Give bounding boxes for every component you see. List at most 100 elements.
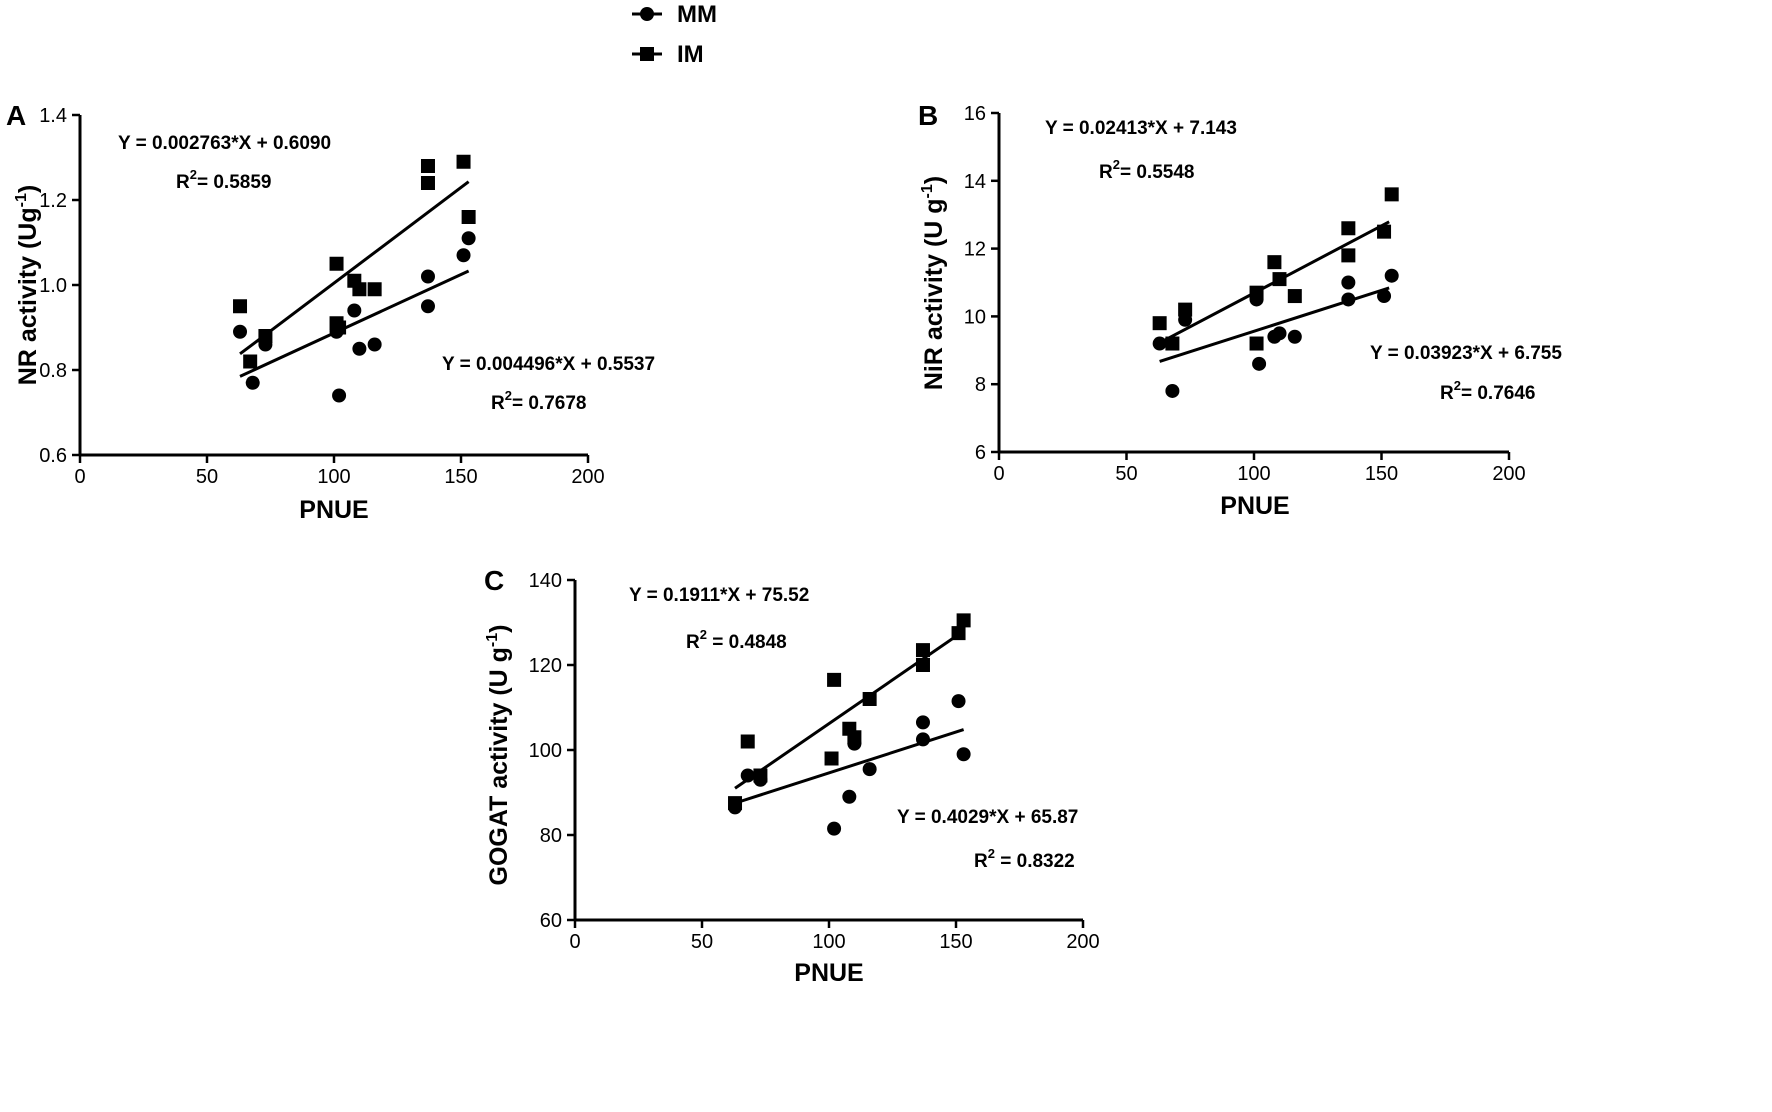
panel-a-mm-fit-line: [239, 269, 470, 378]
panel-b-im-r2: R2= 0.5548: [1099, 157, 1194, 183]
panel-b-im-point: [1287, 289, 1302, 304]
panel-a-ylabel-main: NR activity (Ug: [14, 207, 42, 385]
panel-a-im-equation: Y = 0.002763*X + 0.6090: [118, 133, 331, 154]
panel-b-im-point: [1272, 272, 1287, 287]
panel-b-im-point: [1267, 255, 1282, 270]
panel-b-y-tick-label: 10: [964, 306, 986, 328]
panel-c-ylabel: GOGAT activity (U g-1): [484, 624, 513, 885]
panel-b-mm-point: [1249, 292, 1264, 307]
legend-im-marker: [640, 47, 654, 61]
panel-a-y-tick-label: 0.8: [39, 360, 67, 382]
panel-c-y-tick-label: 100: [529, 740, 562, 762]
panel-b-marks: [1152, 187, 1399, 398]
panel-c-im-point: [824, 751, 839, 766]
panel-b-im-point: [1178, 302, 1193, 317]
panel-b-mm-point: [1152, 336, 1167, 351]
panel-b-y-tick-label: 6: [975, 442, 986, 464]
panel-b-mm-point: [1377, 289, 1392, 304]
panel-c-mm-r2: R2 = 0.8322: [974, 846, 1075, 872]
panel-b-ylabel: NiR activity (U g-1): [919, 176, 948, 390]
legend-mm-label: MM: [677, 1, 717, 28]
panel-a-mm-point: [420, 299, 435, 314]
panel-b-y-tick-label: 8: [975, 374, 986, 396]
panel-a-mm-point: [347, 303, 362, 318]
panel-b-mm-point: [1178, 312, 1193, 327]
panel-c-mm-point: [740, 768, 755, 783]
panel-a-mm-equation: Y = 0.004496*X + 0.5537: [442, 354, 655, 375]
panel-b-mm-point: [1252, 356, 1267, 371]
panel-b-im-point: [1165, 336, 1180, 351]
panel-c-ylabel-close: ): [485, 624, 513, 632]
panel-a-x-tick-label: 200: [571, 466, 604, 488]
panel-a-mm-point: [352, 341, 367, 356]
panel-a-x-tick-label: 150: [444, 466, 477, 488]
panel-b-mm-point: [1341, 275, 1356, 290]
panel-a-im-point: [420, 159, 435, 173]
panel-a-im-point: [233, 299, 248, 314]
panel-b-im-point: [1249, 336, 1264, 351]
legend: MM IM: [632, 1, 717, 68]
panel-a-mm-point: [332, 388, 347, 403]
panel-c-im-point: [951, 626, 966, 641]
panel-b-x-tick-label: 100: [1237, 463, 1270, 485]
panel-c-y-tick-label: 140: [529, 570, 562, 592]
panel-b-mm-equation: Y = 0.03923*X + 6.755: [1370, 343, 1562, 364]
panel-b-mm-point: [1287, 329, 1302, 344]
panel-a-im-point: [456, 154, 471, 169]
panel-a-y-tick-label: 1.0: [39, 275, 67, 297]
panel-b-y-tick-label: 16: [964, 103, 986, 125]
panel-c-im-point: [956, 613, 971, 628]
panel-a-mm-point: [258, 337, 273, 352]
panel-a-y-tick-label: 0.6: [39, 445, 67, 467]
panel-b-ylabel-sup: -1: [919, 184, 936, 198]
panel-a-ylabel: NR activity (Ug-1): [13, 185, 42, 385]
panel-a-ylabel-sup: -1: [13, 193, 30, 207]
panel-a-im-point: [329, 256, 344, 271]
panel-c-mm-point: [956, 747, 971, 762]
panel-a-im-point: [352, 282, 367, 297]
panel-c-mm-equation: Y = 0.4029*X + 65.87: [897, 807, 1078, 828]
panel-a-im-fit-line: [239, 180, 470, 356]
panel-c-x-tick-label: 0: [569, 931, 580, 953]
panel-c-im-equation: Y = 0.1911*X + 75.52: [629, 585, 809, 606]
panel-a-ylabel-close: ): [14, 185, 42, 193]
panel-c-xlabel: PNUE: [794, 959, 863, 987]
panel-c-mm-point: [753, 772, 768, 787]
panel-c-y-tick-label: 120: [529, 655, 562, 677]
panel-a-xlabel: PNUE: [299, 496, 368, 524]
panel-c-mm-point: [915, 732, 930, 747]
panel-b-letter: B: [918, 100, 938, 131]
panel-b: B 0 50 100 150 200 6 8 10 12 14 16 PNUE NiR activi…: [918, 100, 1562, 520]
panel-c-ylabel-main: GOGAT activity (U g: [485, 647, 513, 885]
panel-a-mm-point: [420, 269, 435, 284]
panel-c-ylabel-sup: -1: [484, 633, 501, 647]
panel-a-mm-point: [367, 337, 382, 352]
panel-a-im-r2: R2= 0.5859: [176, 167, 271, 193]
panel-a-mm-point: [461, 231, 476, 246]
panel-c-y-tick-label: 60: [540, 910, 562, 932]
panel-b-axes: 0 50 100 150 200 6 8 10 12 14 16: [964, 103, 1526, 485]
panel-c-mm-point: [915, 715, 930, 730]
panel-c: C 0 50 100 150 200 60 80 100 120 140 PNUE GOGAT a…: [484, 565, 1100, 987]
panel-a-im-point: [367, 282, 382, 297]
panel-a-y-tick-label: 1.2: [39, 190, 67, 212]
panel-a-im-point: [420, 176, 435, 190]
panel-c-x-tick-label: 50: [691, 931, 713, 953]
panel-c-mm-point: [951, 694, 966, 709]
panel-a-im-point: [243, 354, 258, 369]
panel-a-x-tick-label: 0: [74, 466, 85, 488]
panel-c-mm-point: [862, 762, 877, 777]
panel-b-im-point: [1341, 221, 1356, 236]
panel-a-mm-point: [456, 248, 471, 263]
panel-c-im-point: [740, 734, 755, 749]
panel-b-im-point: [1341, 248, 1356, 263]
panel-b-im-point: [1152, 316, 1167, 331]
panel-a-mm-point: [245, 375, 260, 390]
panel-b-im-equation: Y = 0.02413*X + 7.143: [1045, 118, 1237, 139]
panel-c-im-fit-line: [734, 629, 965, 790]
panel-a-mm-point: [233, 324, 248, 339]
panel-b-x-tick-label: 150: [1365, 463, 1398, 485]
panel-b-x-tick-label: 50: [1115, 463, 1137, 485]
panel-c-marks: [728, 613, 971, 836]
